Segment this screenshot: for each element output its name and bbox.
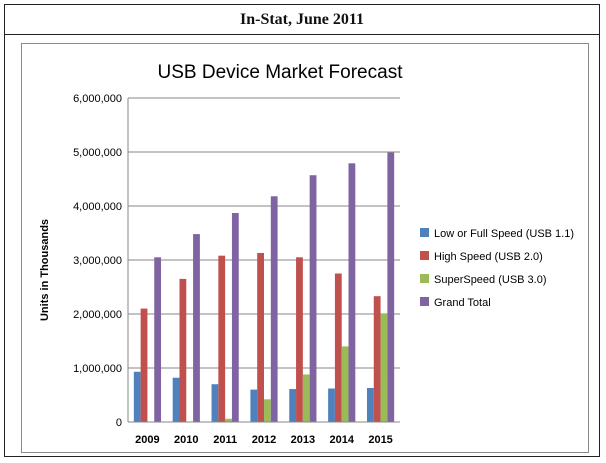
bar xyxy=(296,257,303,422)
bar xyxy=(348,163,356,422)
bar xyxy=(366,387,374,422)
legend: Low or Full Speed (USB 1.1) High Speed (U… xyxy=(420,228,574,309)
y-tick-label: 2,000,000 xyxy=(73,309,122,321)
x-tick-label: 2009 xyxy=(135,434,159,446)
bar xyxy=(302,374,310,422)
y-tick-label: 6,000,000 xyxy=(73,93,122,105)
bar xyxy=(250,389,258,422)
bar xyxy=(334,273,342,422)
x-tick-label: 2011 xyxy=(213,434,237,446)
legend-label: Grand Total xyxy=(434,297,491,309)
x-tick-label: 2015 xyxy=(368,434,392,446)
x-tick-labels: 2009 2010 2011 2012 2013 2014 2015 xyxy=(135,434,393,446)
x-tick-label: 2014 xyxy=(329,434,354,446)
y-tick-label: 5,000,000 xyxy=(73,147,122,159)
usb-market-chart: USB Device Market Forecast Units in Thou… xyxy=(39,62,574,446)
bar xyxy=(373,296,381,422)
bar xyxy=(231,213,239,422)
bar xyxy=(341,346,349,422)
x-tick-label: 2012 xyxy=(252,434,276,446)
bar xyxy=(193,234,200,422)
chart-container: USB Device Market Forecast Units in Thou… xyxy=(21,43,589,453)
bar xyxy=(211,384,219,422)
bar xyxy=(270,196,278,422)
bar xyxy=(140,308,148,422)
y-tick-labels: 0 1,000,000 2,000,000 3,000,000 4,000,000 5,0… xyxy=(73,93,122,429)
y-tick-label: 3,000,000 xyxy=(73,255,122,267)
bar xyxy=(172,377,180,422)
legend-label: Low or Full Speed (USB 1.1) xyxy=(434,228,574,240)
x-tick-label: 2010 xyxy=(174,434,198,446)
bar xyxy=(264,399,271,422)
bar xyxy=(218,255,226,422)
bar xyxy=(225,418,232,422)
legend-label: SuperSpeed (USB 3.0) xyxy=(434,274,547,286)
y-tick-label: 1,000,000 xyxy=(73,363,122,375)
legend-swatch xyxy=(420,251,429,260)
x-tick-label: 2013 xyxy=(291,434,315,446)
legend-label: High Speed (USB 2.0) xyxy=(434,251,543,263)
bar xyxy=(309,175,317,422)
axes xyxy=(127,98,400,423)
bars xyxy=(133,152,395,422)
legend-swatch xyxy=(420,274,429,283)
bar xyxy=(387,152,395,422)
bar xyxy=(257,252,264,422)
bar xyxy=(328,388,335,422)
bar xyxy=(289,389,297,422)
legend-swatch xyxy=(420,297,429,306)
bar xyxy=(154,257,162,422)
source-caption: In-Stat, June 2011 xyxy=(5,5,599,35)
bar xyxy=(380,314,388,422)
bar xyxy=(133,371,141,422)
y-axis-label: Units in Thousands xyxy=(39,219,51,321)
y-tick-label: 0 xyxy=(116,417,122,429)
legend-swatch xyxy=(420,228,429,237)
chart-title: USB Device Market Forecast xyxy=(158,62,404,83)
bar xyxy=(179,278,187,422)
y-tick-label: 4,000,000 xyxy=(73,201,122,213)
figure-frame: In-Stat, June 2011 USB Device Market For… xyxy=(4,4,600,457)
